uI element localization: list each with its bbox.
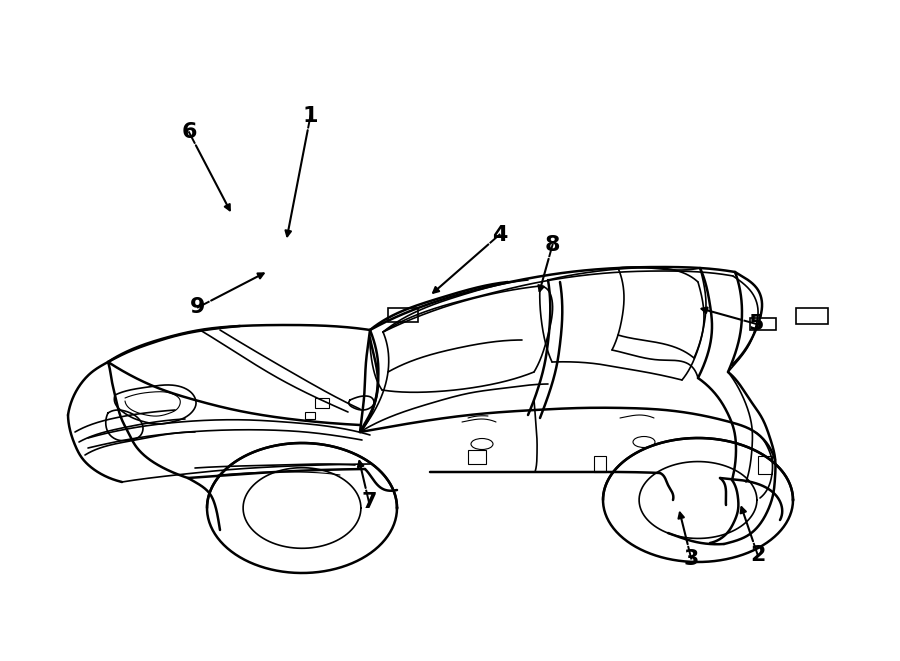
Text: 7: 7 [361, 492, 377, 512]
Bar [305, 412, 315, 419]
Text: 5: 5 [748, 314, 764, 334]
Bar [315, 398, 329, 408]
Bar [594, 456, 606, 472]
Ellipse shape [471, 438, 493, 449]
Text: 2: 2 [750, 545, 766, 565]
Ellipse shape [633, 436, 655, 447]
Text: 1: 1 [302, 106, 319, 126]
Bar [758, 456, 772, 474]
Text: 8: 8 [544, 235, 561, 254]
Bar [796, 308, 828, 324]
Bar [468, 450, 486, 464]
Bar [750, 318, 776, 330]
Text: 4: 4 [491, 225, 508, 245]
Bar [388, 308, 418, 322]
Text: 6: 6 [181, 122, 197, 142]
Text: 3: 3 [683, 549, 699, 568]
Text: 9: 9 [190, 297, 206, 317]
